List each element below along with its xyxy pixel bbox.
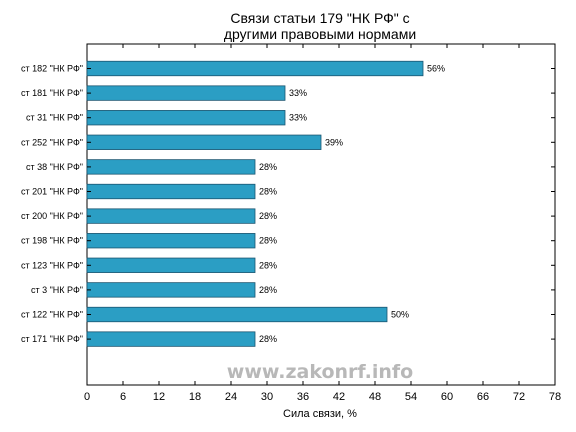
x-tick-label: 48 [369,391,381,403]
category-label: ст 171 "НК РФ" [21,334,83,344]
value-label: 28% [259,187,277,197]
bar [86,159,256,175]
watermark-text: www.zakonrf.info [227,361,413,383]
x-tick-label: 0 [84,391,90,403]
bar [86,257,256,273]
value-label: 39% [325,137,343,147]
value-label: 28% [259,162,277,172]
x-tick-label: 12 [153,391,165,403]
bar [86,306,388,323]
value-labels: 56% 33% 33% 39% 28% 28% 28% 28% 28% 28% 50% 28% [259,64,445,345]
value-label: 28% [259,236,277,246]
chart-title-line-1: Связи статьи 179 "НК РФ" с [230,10,409,26]
x-tick-label: 72 [513,391,525,403]
x-tick-label: 30 [261,391,273,403]
category-label: ст 38 "НК РФ" [26,162,83,172]
category-label: ст 181 "НК РФ" [21,88,83,98]
category-label: ст 182 "НК РФ" [21,64,83,74]
value-label: 28% [259,334,277,344]
x-tick-label: 18 [189,391,201,403]
category-label: ст 198 "НК РФ" [21,236,83,246]
category-labels: ст 182 "НК РФ" ст 181 "НК РФ" ст 31 "НК РФ… [21,64,555,344]
x-axis-ticks: 0 6 12 18 24 30 36 42 48 54 60 66 72 78 [84,44,561,403]
bar [86,60,424,77]
bars-group [86,60,424,347]
x-tick-label: 24 [225,391,237,403]
x-tick-label: 54 [405,391,417,403]
category-label: ст 31 "НК РФ" [26,113,83,123]
bar [86,208,256,224]
value-label: 50% [391,310,409,320]
x-tick-label: 60 [441,391,453,403]
x-tick-label: 42 [333,391,345,403]
value-label: 56% [427,64,445,74]
bar [86,233,256,249]
value-label: 33% [289,113,307,123]
bar [86,183,256,200]
bar [86,134,322,150]
category-label: ст 252 "НК РФ" [21,137,83,147]
bar [86,331,256,347]
category-label: ст 200 "НК РФ" [21,211,83,221]
x-tick-label: 78 [549,391,561,403]
x-axis-label: Сила связи, % [283,408,357,420]
chart-title-line-2: другими правовыми нормами [224,26,416,42]
x-tick-label: 36 [297,391,309,403]
category-label: ст 201 "НК РФ" [21,187,83,197]
value-label: 33% [289,88,307,98]
category-label: ст 123 "НК РФ" [21,260,83,270]
bar [86,282,256,298]
value-label: 28% [259,260,277,270]
value-label: 28% [259,211,277,221]
x-tick-label: 66 [477,391,489,403]
value-label: 28% [259,285,277,295]
x-tick-label: 6 [120,391,126,403]
bar [86,85,286,101]
bar [86,110,286,126]
category-label: ст 122 "НК РФ" [21,310,83,320]
category-label: ст 3 "НК РФ" [31,285,83,295]
